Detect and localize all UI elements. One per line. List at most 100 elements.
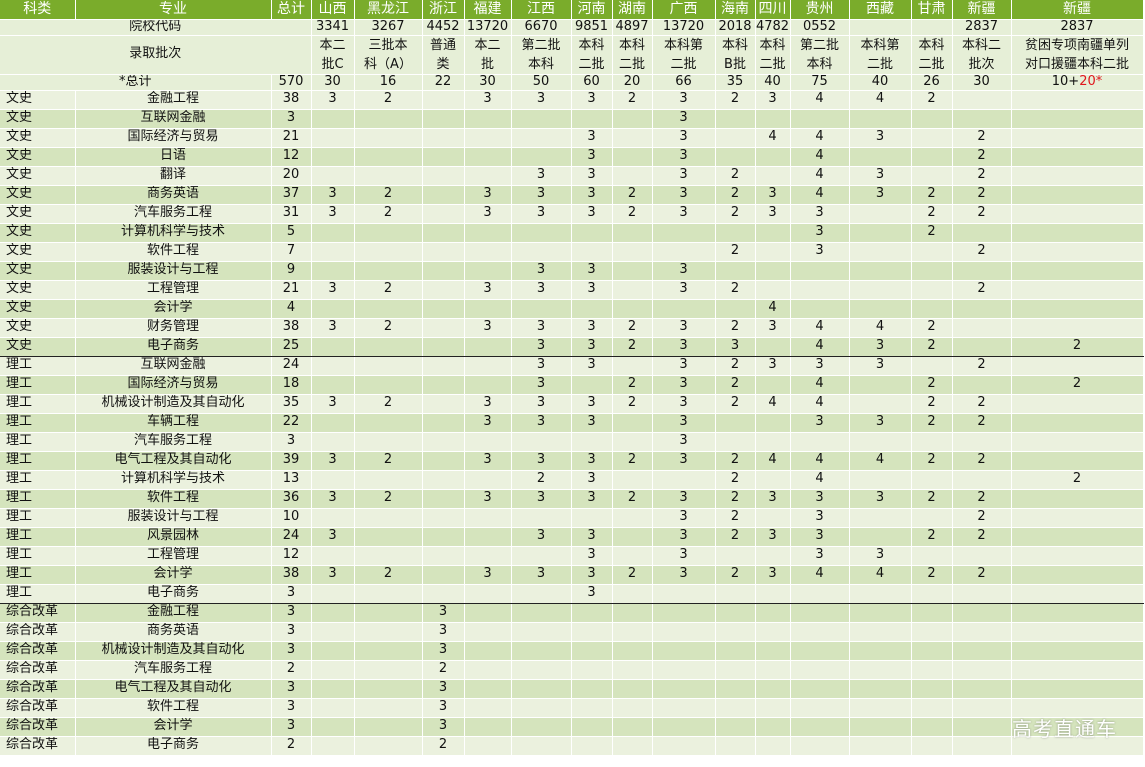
quota-cell: 3 xyxy=(422,641,465,661)
quota-cell xyxy=(511,603,572,623)
quota-cell xyxy=(612,660,653,680)
quota-cell: 3 xyxy=(652,508,716,528)
quota-cell xyxy=(311,584,355,604)
quota-cell: 3 xyxy=(571,204,613,224)
quota-cell: 3 xyxy=(571,185,613,205)
table-row: 理工 汽车服务工程 3 3 xyxy=(0,432,1144,452)
quota-cell xyxy=(849,660,912,680)
quota-cell xyxy=(422,546,465,566)
school-code-cell: 2837 xyxy=(1011,19,1144,36)
quota-cell: 3 xyxy=(311,90,355,110)
quota-cell xyxy=(311,375,355,395)
quota-cell xyxy=(354,508,423,528)
quota-cell xyxy=(311,660,355,680)
category-cell: 理工 xyxy=(0,356,76,376)
quota-cell: 3 xyxy=(652,394,716,414)
quota-cell xyxy=(464,508,512,528)
province-total-cell: 75 xyxy=(790,74,850,91)
quota-cell xyxy=(354,717,423,737)
quota-cell: 3 xyxy=(755,527,791,547)
batch-cell: 普通类 xyxy=(422,35,465,75)
quota-cell xyxy=(1011,356,1144,376)
quota-cell: 2 xyxy=(715,318,756,338)
category-cell: 文史 xyxy=(0,280,76,300)
quota-cell xyxy=(511,679,572,699)
column-header: 浙江 xyxy=(422,0,465,20)
quota-cell: 3 xyxy=(652,375,716,395)
quota-cell xyxy=(1011,128,1144,148)
category-cell: 综合改革 xyxy=(0,641,76,661)
category-cell: 理工 xyxy=(0,508,76,528)
quota-cell: 3 xyxy=(790,223,850,243)
quota-cell: 3 xyxy=(571,280,613,300)
quota-cell: 3 xyxy=(511,337,572,357)
table-row: 综合改革 软件工程 3 3 xyxy=(0,698,1144,718)
major-cell: 互联网金融 xyxy=(75,356,272,376)
quota-cell xyxy=(849,299,912,319)
quota-cell xyxy=(1011,223,1144,243)
quota-cell xyxy=(571,622,613,642)
quota-cell xyxy=(311,432,355,452)
school-code-cell: 3267 xyxy=(354,19,423,36)
table-row: 理工软件工程3632333232333222* xyxy=(0,489,1144,509)
school-code-cell: 13720 xyxy=(464,19,512,36)
quota-cell: 2 xyxy=(952,185,1012,205)
quota-cell: 3 xyxy=(311,394,355,414)
quota-cell xyxy=(464,584,512,604)
quota-cell: 3 xyxy=(652,546,716,566)
major-cell: 计算机科学与技术 xyxy=(75,223,272,243)
quota-cell xyxy=(612,128,653,148)
batch-cell: 第二批 本科 xyxy=(511,35,572,75)
quota-cell xyxy=(911,736,953,756)
quota-cell xyxy=(612,622,653,642)
quota-cell xyxy=(354,147,423,167)
quota-cell: 2 xyxy=(715,508,756,528)
column-header: 黑龙江 xyxy=(354,0,423,20)
batch-cell: 三批本 科（A） xyxy=(354,35,423,75)
major-cell: 汽车服务工程 xyxy=(75,432,272,452)
quota-cell xyxy=(952,546,1012,566)
quota-cell: 3 xyxy=(652,318,716,338)
category-cell: 综合改革 xyxy=(0,679,76,699)
province-total-cell: 30 xyxy=(311,74,355,91)
quota-cell: 3 xyxy=(849,166,912,186)
category-cell: 理工 xyxy=(0,413,76,433)
quota-cell: 3 xyxy=(511,261,572,281)
batch-cell: 本科第 二批 xyxy=(652,35,716,75)
quota-cell xyxy=(755,280,791,300)
quota-cell: 3 xyxy=(652,185,716,205)
quota-cell xyxy=(1011,299,1144,319)
major-cell: 国际经济与贸易 xyxy=(75,375,272,395)
quota-cell xyxy=(715,261,756,281)
quota-cell xyxy=(354,679,423,699)
major-total-cell: 3 xyxy=(271,717,312,737)
category-cell: 文史 xyxy=(0,166,76,186)
quota-cell xyxy=(311,603,355,623)
column-header: 山西 xyxy=(311,0,355,20)
quota-cell: 2 xyxy=(612,204,653,224)
province-total-cell: 20 xyxy=(612,74,653,91)
quota-cell xyxy=(1011,166,1144,186)
quota-cell xyxy=(354,527,423,547)
quota-cell xyxy=(612,356,653,376)
row-label: 院校代码 xyxy=(0,19,312,36)
major-total-cell: 24 xyxy=(271,356,312,376)
quota-cell: 2 xyxy=(612,394,653,414)
quota-cell xyxy=(755,717,791,737)
quota-cell xyxy=(354,603,423,623)
quota-cell: 2 xyxy=(715,356,756,376)
column-header: 广西 xyxy=(652,0,716,20)
major-total-cell: 21 xyxy=(271,280,312,300)
quota-cell: 2 xyxy=(612,451,653,471)
quota-cell xyxy=(612,299,653,319)
major-total-cell: 37 xyxy=(271,185,312,205)
quota-cell xyxy=(790,280,850,300)
quota-cell xyxy=(464,660,512,680)
quota-cell: 3 xyxy=(790,356,850,376)
category-cell: 综合改革 xyxy=(0,698,76,718)
row-label: 录取批次 xyxy=(0,35,312,75)
quota-cell xyxy=(952,622,1012,642)
batch-cell: 贫困专项南疆单列 对口援疆本科二批 xyxy=(1011,35,1144,75)
quota-cell: 3 xyxy=(571,128,613,148)
major-cell: 电气工程及其自动化 xyxy=(75,451,272,471)
